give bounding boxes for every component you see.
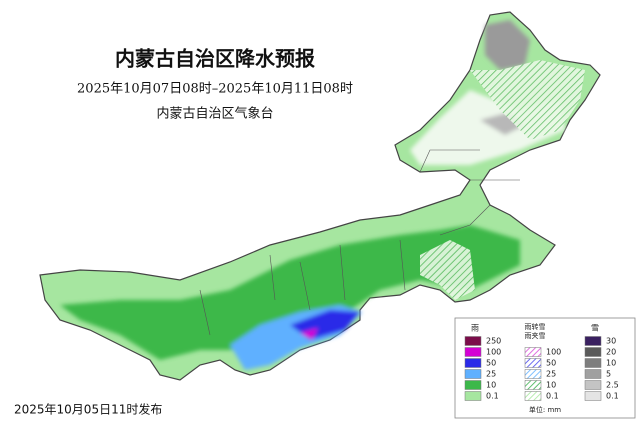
legend-unit: 单位: mm <box>529 405 561 414</box>
publish-time: 2025年10月05日11时发布 <box>14 402 162 417</box>
legend-swatch <box>464 336 482 346</box>
legend-value: 20 <box>606 348 616 357</box>
legend-swatch <box>464 347 482 357</box>
legend-swatch <box>464 391 482 401</box>
period: 2025年10月07日08时–2025年10月11日08时 <box>77 82 353 97</box>
issuer: 内蒙古自治区气象台 <box>156 106 273 122</box>
legend-swatch <box>464 358 482 368</box>
legend-value: 0.1 <box>606 392 619 401</box>
legend-value: 25 <box>486 370 496 379</box>
legend-swatch <box>524 347 542 357</box>
legend-value: 10 <box>606 359 616 368</box>
snow-area <box>485 20 530 70</box>
title: 内蒙古自治区降水预报 <box>115 47 315 71</box>
legend-swatch <box>524 380 542 390</box>
legend-value: 2.5 <box>606 381 619 390</box>
legend-swatch <box>584 336 602 346</box>
legend-swatch <box>464 380 482 390</box>
legend-swatch <box>584 358 602 368</box>
legend-value: 250 <box>486 337 501 346</box>
legend-value: 0.1 <box>546 392 559 401</box>
legend-group-title: 雨 <box>471 324 479 333</box>
legend-value: 25 <box>546 370 556 379</box>
legend-swatch <box>584 369 602 379</box>
legend-value: 5 <box>606 370 611 379</box>
legend-swatch <box>584 380 602 390</box>
legend-swatch <box>524 358 542 368</box>
legend-swatch <box>524 391 542 401</box>
legend-box <box>454 317 636 419</box>
legend-swatch <box>584 391 602 401</box>
legend-group-title: 雨转雪 <box>525 322 546 331</box>
legend-value: 30 <box>606 337 616 346</box>
legend-value: 50 <box>546 359 556 368</box>
magenta-area <box>300 328 318 340</box>
league-borders <box>199 149 520 336</box>
legend-value: 100 <box>546 348 561 357</box>
legend-value: 0.1 <box>486 392 499 401</box>
mixed-area-2 <box>420 240 475 300</box>
legend-value: 10 <box>546 381 556 390</box>
green-area <box>60 225 520 360</box>
legend-group-subtitle: 雨夹雪 <box>525 331 546 340</box>
mixed-area <box>470 60 585 140</box>
legend-swatch <box>524 369 542 379</box>
legend: 雨2501005025100.1雨转雪雨夹雪1005025100.1雪30201… <box>464 322 619 414</box>
legend-swatch <box>464 369 482 379</box>
legend-value: 10 <box>486 381 496 390</box>
legend-value: 50 <box>486 359 496 368</box>
region-map <box>39 11 601 381</box>
legend-group-title: 雪 <box>591 324 599 333</box>
legend-value: 100 <box>486 348 501 357</box>
legend-swatch <box>584 347 602 357</box>
